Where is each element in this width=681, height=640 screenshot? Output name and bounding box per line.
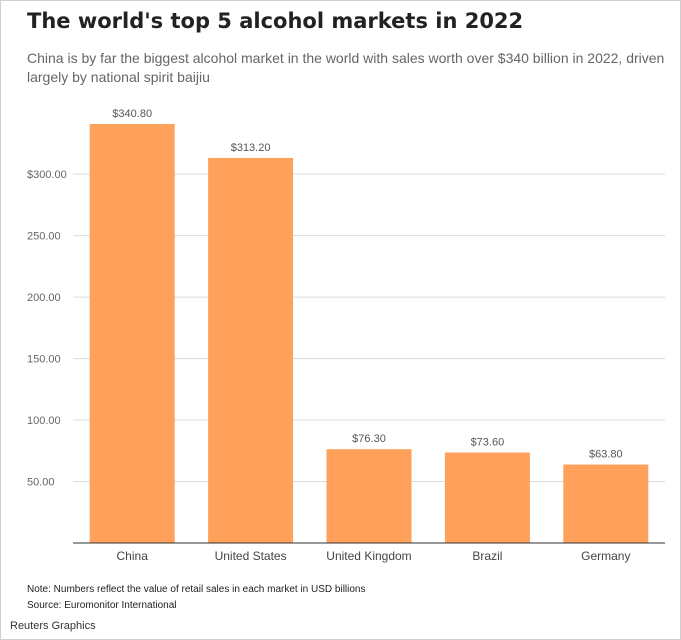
x-tick-label: United States xyxy=(215,549,287,563)
data-label: $63.80 xyxy=(589,449,623,461)
x-tick-label: Brazil xyxy=(472,549,502,563)
data-label: $313.20 xyxy=(231,142,271,154)
x-tick-label: United Kingdom xyxy=(326,549,411,563)
y-tick-label: 200.00 xyxy=(27,292,61,304)
source-note: Source: Euromonitor International xyxy=(27,600,177,611)
y-tick-label: 250.00 xyxy=(27,231,61,243)
data-label: $76.30 xyxy=(352,433,386,445)
bar-germany xyxy=(563,464,649,543)
y-tick-label: $300.00 xyxy=(27,169,67,181)
footnote: Note: Numbers reflect the value of retai… xyxy=(27,584,366,595)
y-tick-label: 50.00 xyxy=(27,477,55,489)
bar-brazil xyxy=(444,452,530,543)
y-tick-label: 150.00 xyxy=(27,354,61,366)
x-tick-label: Germany xyxy=(581,549,630,563)
bar-united-kingdom xyxy=(326,449,412,543)
chart-title: The world's top 5 alcohol markets in 202… xyxy=(27,9,524,33)
bar-united-states xyxy=(208,157,294,543)
credit: Reuters Graphics xyxy=(10,620,96,632)
data-label: $73.60 xyxy=(471,437,505,449)
x-tick-label: China xyxy=(117,549,149,563)
data-label: $340.80 xyxy=(112,108,152,120)
chart-subtitle: China is by far the biggest alcohol mark… xyxy=(27,50,665,85)
bar-china xyxy=(89,124,175,543)
y-tick-label: 100.00 xyxy=(27,415,61,427)
